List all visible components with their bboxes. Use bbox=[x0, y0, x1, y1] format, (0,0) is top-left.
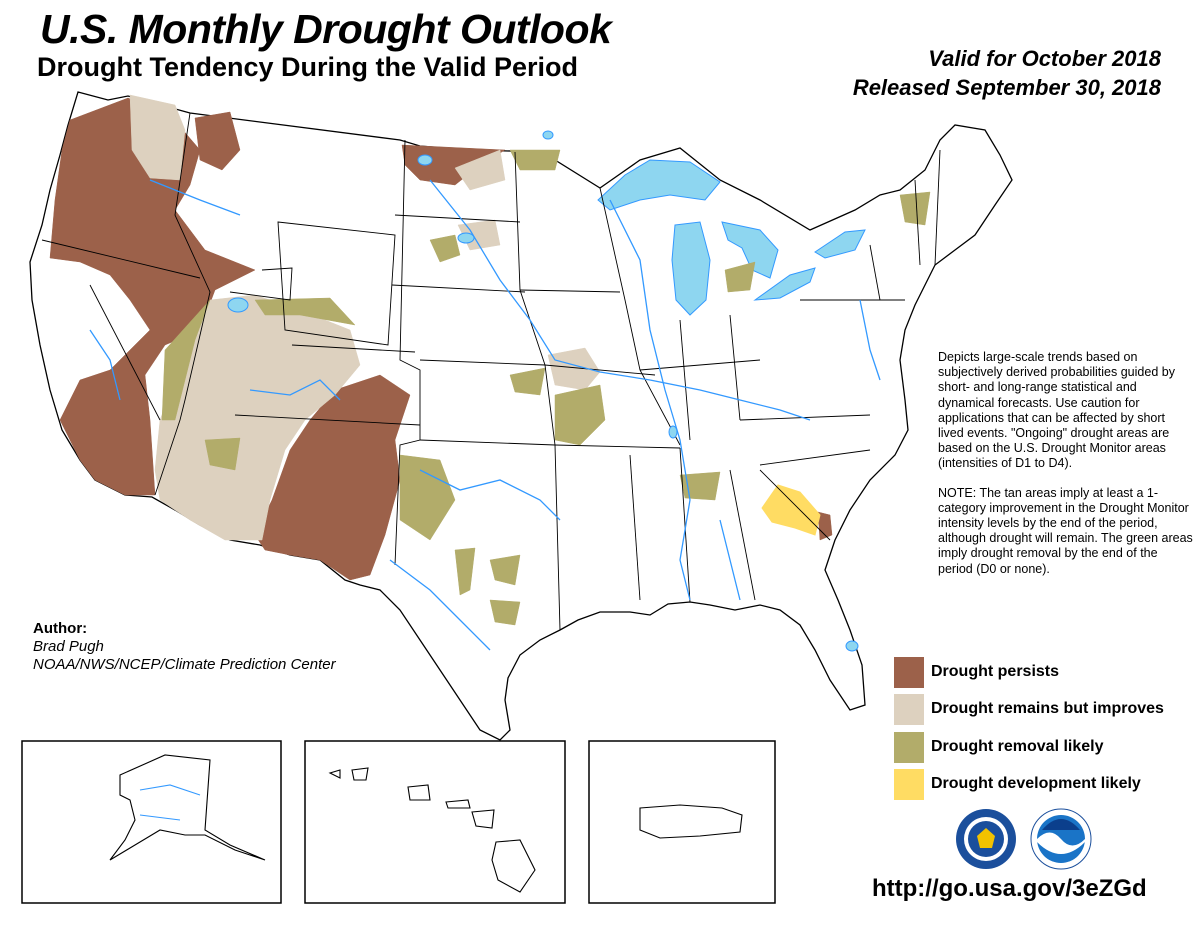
alaska-inset bbox=[21, 740, 282, 904]
department-of-commerce-seal-icon bbox=[956, 809, 1016, 869]
author-block: Author: Brad Pugh NOAA/NWS/NCEP/Climate … bbox=[33, 620, 336, 674]
lake-huron bbox=[721, 221, 779, 279]
hawaii-inset bbox=[304, 740, 566, 904]
noaa-logo-icon bbox=[1030, 808, 1092, 870]
legend-label-development: Drought development likely bbox=[931, 775, 1141, 792]
map-title: U.S. Monthly Drought Outlook bbox=[40, 6, 612, 52]
valid-period: Valid for October 2018 Released Septembe… bbox=[853, 44, 1161, 102]
author-organization: NOAA/NWS/NCEP/Climate Prediction Center bbox=[33, 656, 336, 673]
map-subtitle: Drought Tendency During the Valid Period bbox=[37, 52, 579, 82]
legend-swatch-improves bbox=[894, 694, 924, 725]
great-lakes bbox=[597, 159, 866, 316]
legend-label-persists: Drought persists bbox=[931, 663, 1060, 680]
legend-label-removal: Drought removal likely bbox=[931, 738, 1104, 755]
author-label: Author: bbox=[33, 620, 88, 637]
alaska-outline bbox=[109, 754, 266, 861]
legend-label-improves: Drought remains but improves bbox=[931, 700, 1164, 717]
lake-ontario bbox=[814, 229, 866, 259]
legend-swatch-persists bbox=[894, 657, 924, 688]
rivers bbox=[89, 179, 881, 651]
legend-swatch-removal bbox=[894, 732, 924, 763]
hawaii-islands bbox=[328, 767, 536, 893]
description-paragraph-1: Depicts large-scale trends based on subj… bbox=[938, 350, 1175, 471]
map-description: Depicts large-scale trends based on subj… bbox=[938, 350, 1194, 591]
author-name: Brad Pugh bbox=[33, 638, 104, 655]
drought-persists-areas bbox=[49, 97, 833, 581]
description-paragraph-2: NOTE: The tan areas imply at least a 1-c… bbox=[938, 485, 1193, 576]
product-url-link[interactable]: http://go.usa.gov/3eZGd bbox=[872, 875, 1147, 902]
state-boundaries bbox=[41, 112, 941, 631]
puerto-rico-inset bbox=[588, 740, 776, 904]
puerto-rico-outline bbox=[639, 804, 743, 839]
lake-superior bbox=[597, 159, 721, 211]
drought-removal-areas bbox=[161, 149, 931, 626]
lake-erie bbox=[753, 267, 816, 301]
drought-improves-areas bbox=[129, 94, 601, 541]
lake-michigan bbox=[671, 221, 711, 316]
small-lakes bbox=[227, 130, 859, 652]
legend-swatch-development bbox=[894, 769, 924, 800]
valid-for-text: Valid for October 2018 bbox=[928, 46, 1161, 71]
released-date-text: Released September 30, 2018 bbox=[852, 75, 1161, 100]
drought-development-area bbox=[761, 484, 821, 536]
